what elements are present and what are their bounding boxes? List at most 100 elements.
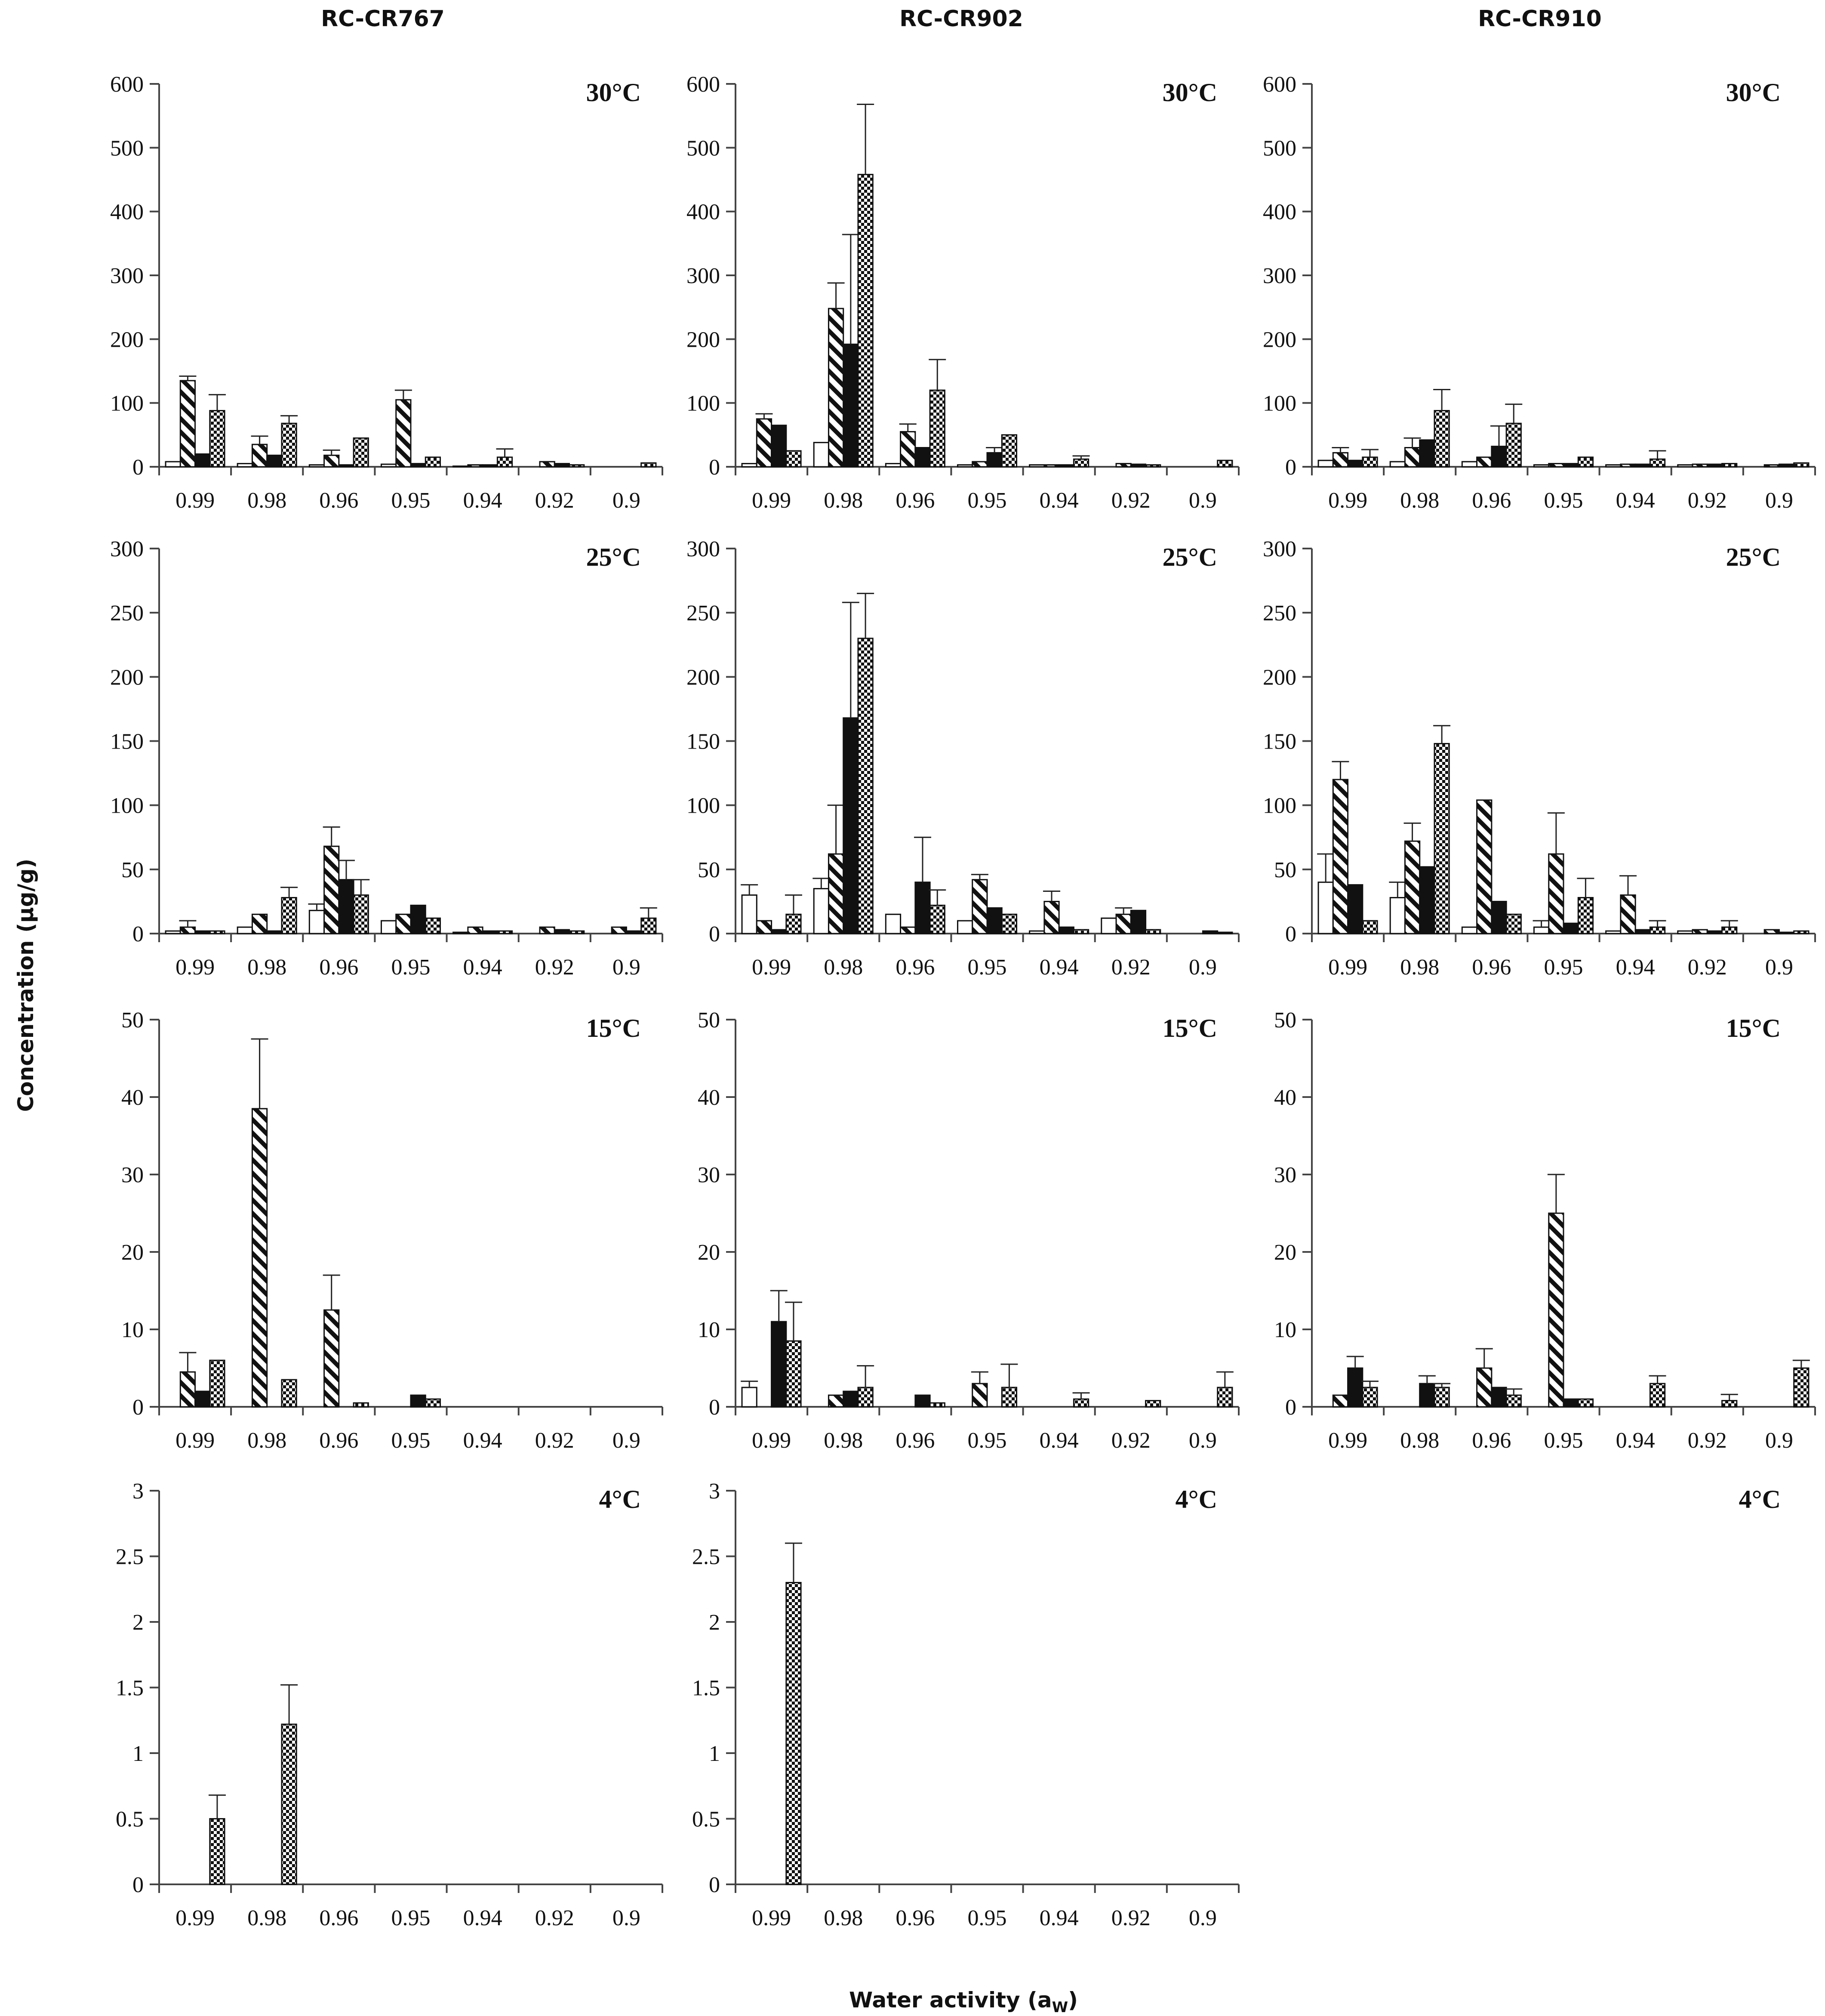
bar-s2: [1332, 779, 1349, 934]
bar-s2: [323, 1309, 340, 1408]
x-tick-label: 0.96: [319, 488, 358, 513]
bar-s3: [843, 343, 859, 468]
y-tick-label: 400: [110, 200, 144, 225]
y-tick-label: 50: [121, 1008, 144, 1033]
x-tick-label: 0.96: [896, 955, 935, 980]
panel-title: 4°C: [1176, 1485, 1217, 1514]
bar-s2: [1692, 463, 1708, 468]
x-axis-title: Water activity (aW): [849, 1988, 1078, 2016]
x-tick-label: 0.95: [391, 1428, 431, 1453]
x-tick-label: 0.99: [175, 955, 215, 980]
y-tick-label: 300: [686, 264, 720, 288]
bar-s2: [1115, 463, 1132, 468]
y-tick-label: 2.5: [692, 1545, 720, 1569]
bar-s4: [569, 464, 585, 468]
bar-s3: [771, 929, 787, 934]
bar-s4: [1001, 434, 1018, 468]
x-tick-label: 0.94: [463, 1428, 502, 1453]
bar-s2: [1692, 929, 1708, 934]
bar-s3: [1634, 463, 1651, 468]
x-tick-label: 0.9: [1765, 955, 1793, 980]
bar-s3: [482, 930, 498, 934]
bar-s2: [539, 926, 555, 934]
chart-cr767-15: 15°C 0 10 20 30 40 50 0.99 0.98 0.96 0.95 0.94 0.92 0…: [121, 1008, 663, 1453]
x-tick-label: 0.95: [1544, 1428, 1583, 1453]
bar-s2: [1115, 913, 1132, 934]
bar-s4: [929, 904, 945, 934]
bar-s4: [281, 422, 297, 468]
bar-s1: [885, 913, 902, 934]
bar-s3: [338, 464, 354, 468]
bar-s2: [179, 380, 196, 468]
bar-s1: [1605, 464, 1622, 468]
bar-s4: [1434, 410, 1450, 468]
bar-s2: [1620, 463, 1636, 468]
bar-s4: [1721, 926, 1738, 934]
x-tick-label: 0.99: [175, 1428, 215, 1453]
panel-title: 25°C: [586, 543, 641, 571]
y-tick-label: 100: [686, 794, 720, 818]
y-tick-label: 500: [1263, 136, 1296, 160]
bar-s3: [194, 1390, 211, 1408]
bar-s2: [756, 418, 772, 468]
bar-s2: [1043, 464, 1060, 468]
bar-s4: [929, 1402, 945, 1408]
y-tick-label: 200: [110, 327, 144, 352]
bar-s3: [1347, 1367, 1363, 1408]
chart-cr902-4: 4°C 0 0.5 1 1.5 2 2.5 3 0.99 0.98 0.96 0.95 0.94 0.92…: [692, 1479, 1240, 1930]
bar-s4: [281, 1723, 297, 1885]
bar-s1: [741, 463, 757, 468]
bar-s2: [1476, 1367, 1493, 1408]
x-tick-label: 0.9: [1189, 955, 1217, 980]
bar-s3: [266, 454, 283, 468]
bar-s3: [1634, 929, 1651, 934]
y-tick-label: 0.5: [692, 1807, 720, 1832]
bar-s1: [237, 926, 253, 934]
x-tick-label: 0.99: [752, 1428, 791, 1453]
bar-s4: [209, 930, 225, 934]
bar-s4: [1505, 422, 1522, 468]
bar-s4: [640, 462, 657, 468]
bar-s3: [1778, 463, 1795, 468]
bar-s1: [813, 442, 829, 468]
x-tick-label: 0.96: [319, 955, 358, 980]
x-tick-label: 0.96: [896, 1428, 935, 1453]
bar-s4: [785, 1340, 802, 1408]
bar-s1: [813, 888, 829, 934]
x-tick-label: 0.95: [391, 488, 431, 513]
panel-title: 30°C: [586, 78, 641, 107]
bar-s3: [986, 907, 1003, 934]
x-tick-label: 0.9: [1765, 1428, 1793, 1453]
y-tick-label: 300: [686, 537, 720, 561]
bar-s4: [857, 1387, 874, 1408]
x-tick-label: 0.92: [1111, 1428, 1151, 1453]
bar-s3: [1706, 930, 1723, 934]
y-tick-label: 2: [132, 1610, 144, 1635]
bar-s2: [467, 926, 483, 934]
bar-s1: [452, 465, 469, 468]
y-tick-label: 10: [1274, 1318, 1296, 1342]
bar-s2: [323, 845, 340, 934]
bar-s3: [1563, 922, 1579, 934]
bar-s1: [1029, 464, 1045, 468]
bar-s4: [1362, 1387, 1378, 1408]
bar-s1: [308, 464, 325, 468]
chart-cr767-30: 30°C 0 100 200 300 400 500 600 0.99 0.98 0.96 0.95 0…: [110, 72, 663, 513]
bar-s2: [972, 1383, 988, 1408]
bar-s4: [1217, 1387, 1233, 1408]
x-tick-label: 0.94: [463, 1906, 502, 1930]
bar-s3: [1130, 909, 1147, 934]
x-tick-label: 0.92: [1111, 1906, 1151, 1930]
x-tick-label: 0.96: [1472, 1428, 1511, 1453]
chart-cr902-30: 30°C 0 100 200 300 400 500 600 0.99 0.98 0.96 0.95 0…: [686, 72, 1240, 513]
bar-s2: [900, 431, 916, 468]
bar-s4: [1577, 1398, 1594, 1408]
bar-s1: [1677, 464, 1693, 468]
y-tick-label: 40: [1274, 1085, 1296, 1110]
x-tick-label: 0.95: [968, 955, 1007, 980]
y-tick-label: 0: [709, 455, 720, 480]
bar-s4: [569, 930, 585, 934]
bar-s3: [1347, 884, 1363, 934]
x-tick-label: 0.96: [896, 1906, 935, 1930]
y-tick-label: 1.5: [692, 1676, 720, 1701]
